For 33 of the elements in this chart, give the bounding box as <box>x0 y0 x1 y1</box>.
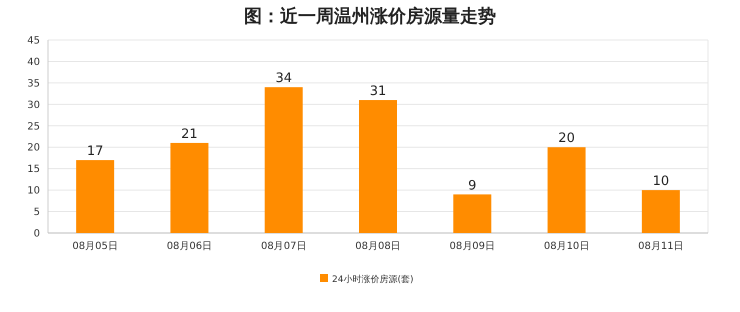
y-tick-label: 20 <box>27 142 40 154</box>
bar <box>453 194 492 233</box>
y-tick-label: 25 <box>27 121 40 132</box>
bar <box>642 190 680 233</box>
x-tick-label: 08月10日 <box>544 241 590 252</box>
bar <box>170 142 208 233</box>
bar <box>264 87 303 233</box>
y-tick-label: 45 <box>27 36 40 46</box>
x-tick-label: 08月11日 <box>638 241 684 252</box>
bar <box>359 100 397 233</box>
y-tick-label: 30 <box>27 100 40 111</box>
data-label: 17 <box>86 144 104 160</box>
data-label: 10 <box>652 174 670 190</box>
x-tick-label: 08月09日 <box>450 241 496 252</box>
y-tick-label: 10 <box>27 186 40 197</box>
data-label: 20 <box>558 131 575 146</box>
y-tick-label: 5 <box>34 207 40 218</box>
x-tick-label: 08月06日 <box>166 241 212 252</box>
data-label: 9 <box>468 178 476 194</box>
y-tick-label: 35 <box>27 78 40 90</box>
data-label: 21 <box>181 126 198 142</box>
x-tick-label: 08月07日 <box>260 241 306 252</box>
bar <box>548 147 586 233</box>
data-label: 34 <box>275 71 292 86</box>
bar <box>76 160 114 233</box>
data-label: 31 <box>370 84 386 100</box>
title: 图：近一周温州涨价房源量走势 <box>244 6 496 27</box>
y-tick-label: 40 <box>27 56 40 68</box>
x-tick-label: 08月05日 <box>72 241 118 252</box>
y-tick-label: 0 <box>34 228 40 240</box>
legend: 24小时涨价房源(套) <box>320 274 414 285</box>
x-tick-label: 08月08日 <box>355 241 401 252</box>
y-tick-label: 15 <box>27 164 40 176</box>
